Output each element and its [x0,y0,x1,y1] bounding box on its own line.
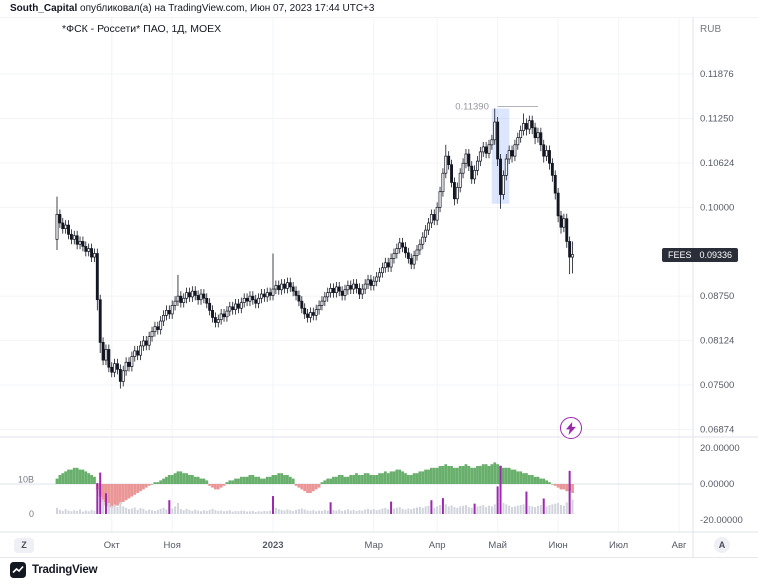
tradingview-brand[interactable]: TradingView [32,563,98,576]
svg-text:Авг: Авг [672,540,687,551]
svg-text:0.11390: 0.11390 [455,102,489,113]
svg-text:Июн: Июн [549,540,568,551]
last-price-badge: FEES 0.09336 [662,248,739,262]
svg-text:2023: 2023 [262,540,283,551]
footer-bar: TradingView [0,557,758,581]
symbol-title: *ФСК - Россети* ПАО, 1Д, MOEX [62,23,222,35]
svg-text:10B: 10B [18,475,34,485]
svg-text:Июл: Июл [609,540,628,551]
svg-text:-20.00000: -20.00000 [700,515,743,526]
svg-text:Окт: Окт [104,540,121,551]
svg-text:0.06874: 0.06874 [700,424,734,435]
currency-label: RUB [700,24,722,35]
timezone-button[interactable]: Z [14,538,34,553]
publisher-name: South_Capital [10,3,78,14]
svg-text:0.08124: 0.08124 [700,336,734,347]
svg-text:20.00000: 20.00000 [700,443,740,454]
svg-text:Мар: Мар [365,540,384,551]
svg-text:0.08750: 0.08750 [700,291,734,302]
publish-info-bar: South_Capital опубликовал(а) на TradingV… [0,0,758,18]
svg-text:0: 0 [29,509,34,519]
svg-text:0.11250: 0.11250 [700,113,734,124]
svg-text:0.07500: 0.07500 [700,380,734,391]
svg-text:0.00000: 0.00000 [700,479,734,490]
svg-text:Ноя: Ноя [164,540,181,551]
boost-button[interactable] [560,417,582,439]
svg-text:Апр: Апр [429,540,446,551]
svg-text:0.10624: 0.10624 [700,158,734,169]
tradingview-logo[interactable] [10,561,26,578]
publish-info-text: опубликовал(а) на TradingView.com, Июн 0… [77,3,375,14]
ticker-label: FEES [668,250,692,260]
autoscale-button[interactable]: A [714,537,730,553]
lightning-icon [566,421,576,435]
svg-text:Май: Май [488,540,507,551]
svg-text:0.11876: 0.11876 [700,69,734,80]
svg-text:0.10000: 0.10000 [700,202,734,213]
last-price-value: 0.09336 [699,250,733,260]
